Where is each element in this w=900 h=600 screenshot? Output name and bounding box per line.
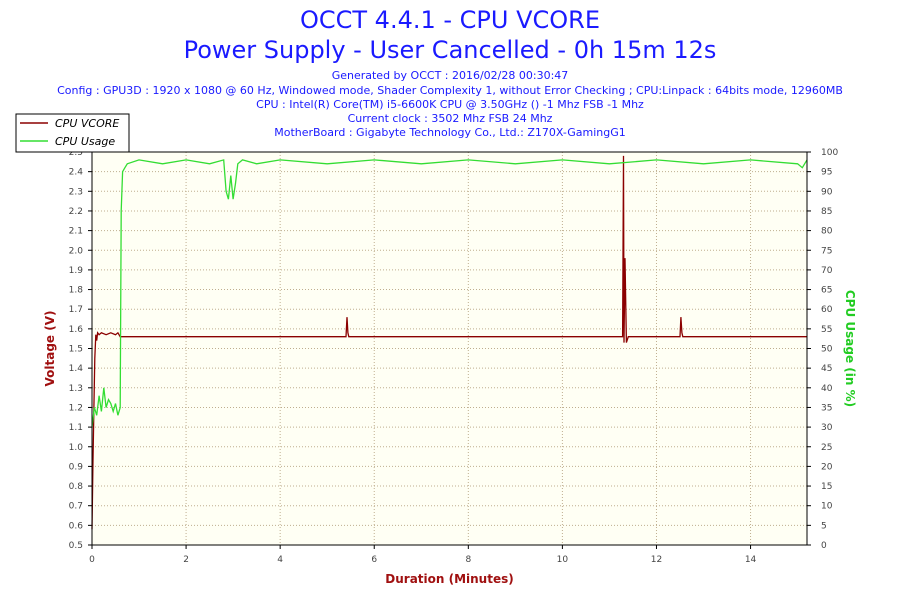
x-tick-label: 8	[465, 555, 471, 565]
y-tick-label: 2.2	[69, 207, 83, 217]
y2-tick-label: 10	[821, 502, 833, 512]
y2-tick-label: 60	[821, 305, 833, 315]
y2-tick-label: 5	[821, 521, 827, 531]
y2-tick-label: 15	[821, 482, 832, 492]
y-axis-label: Voltage (V)	[43, 311, 57, 387]
y-tick-label: 2.3	[69, 187, 83, 197]
y2-tick-label: 85	[821, 207, 832, 217]
y2-axis-label: CPU Usage (in %)	[843, 290, 857, 407]
x-tick-label: 12	[651, 555, 662, 565]
x-axis-label: Duration (Minutes)	[385, 572, 513, 586]
x-tick-label: 4	[277, 555, 283, 565]
y2-tick-label: 50	[821, 345, 833, 355]
legend-label-usage: CPU Usage	[55, 135, 115, 148]
x-tick-label: 6	[371, 555, 377, 565]
y2-tick-label: 20	[821, 462, 833, 472]
y2-tick-label: 65	[821, 286, 832, 296]
x-tick-label: 0	[89, 555, 95, 565]
y-tick-label: 1.8	[69, 286, 84, 296]
info-generated: Generated by OCCT : 2016/02/28 00:30:47	[331, 69, 569, 82]
y-tick-label: 1.2	[69, 403, 83, 413]
chart-subtitle: Power Supply - User Cancelled - 0h 15m 1…	[183, 36, 717, 64]
info-motherboard: MotherBoard : Gigabyte Technology Co., L…	[274, 126, 626, 139]
y-tick-label: 0.9	[69, 462, 84, 472]
y-tick-label: 1.4	[69, 364, 84, 374]
y2-tick-label: 45	[821, 364, 832, 374]
y-tick-label: 2.5	[69, 148, 83, 158]
y-tick-label: 1.1	[69, 423, 83, 433]
y-tick-label: 0.7	[69, 502, 83, 512]
y-tick-label: 1.0	[69, 443, 84, 453]
y2-tick-label: 90	[821, 187, 833, 197]
y-tick-label: 1.9	[69, 266, 84, 276]
y-tick-label: 0.8	[69, 482, 84, 492]
x-tick-label: 10	[557, 555, 569, 565]
y-tick-label: 1.3	[69, 384, 83, 394]
y-tick-label: 1.7	[69, 305, 83, 315]
y2-tick-label: 0	[821, 541, 827, 551]
y2-tick-label: 75	[821, 246, 832, 256]
y2-tick-label: 100	[821, 148, 838, 158]
x-tick-label: 2	[183, 555, 189, 565]
x-tick-label: 14	[745, 555, 757, 565]
y2-tick-label: 55	[821, 325, 832, 335]
y2-tick-label: 35	[821, 403, 832, 413]
plot-frame	[91, 151, 808, 546]
y-tick-label: 1.5	[69, 345, 83, 355]
y2-tick-label: 40	[821, 384, 833, 394]
y2-tick-label: 95	[821, 168, 832, 178]
usage-series-line	[91, 159, 808, 428]
y-tick-label: 2.4	[69, 168, 84, 178]
y-tick-label: 2.0	[69, 246, 84, 256]
legend-label-vcore: CPU VCORE	[55, 117, 119, 130]
legend-box	[15, 113, 130, 153]
y-tick-label: 0.6	[69, 521, 84, 531]
y2-tick-label: 80	[821, 227, 833, 237]
y2-tick-label: 30	[821, 423, 833, 433]
chart-title: OCCT 4.4.1 - CPU VCORE	[299, 6, 600, 34]
info-cpu: CPU : Intel(R) Core(TM) i5-6600K CPU @ 3…	[256, 98, 644, 111]
info-clock: Current clock : 3502 Mhz FSB 24 Mhz	[347, 112, 553, 125]
vcore-series-line	[91, 155, 807, 530]
info-config: Config : GPU3D : 1920 x 1080 @ 60 Hz, Wi…	[57, 84, 843, 97]
y2-tick-label: 70	[821, 266, 833, 276]
y-tick-label: 2.1	[69, 227, 83, 237]
y2-tick-label: 25	[821, 443, 832, 453]
y-tick-label: 0.5	[69, 541, 83, 551]
y-tick-label: 1.6	[69, 325, 84, 335]
